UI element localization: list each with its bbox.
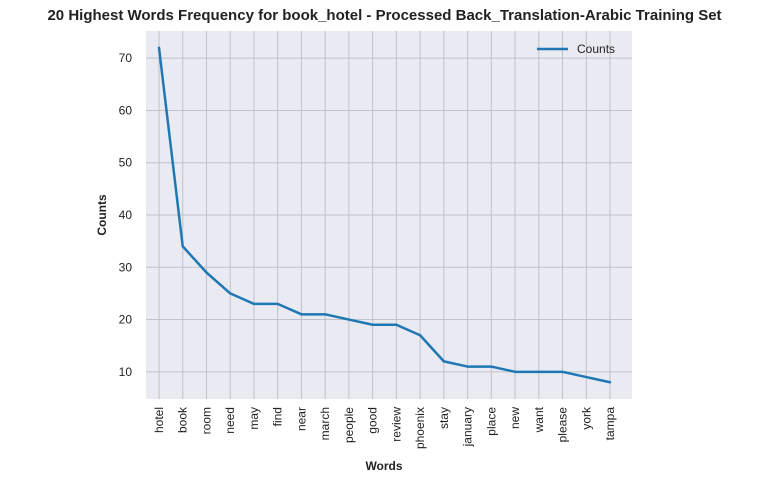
x-tick-label: march [318, 407, 332, 440]
data-point [609, 381, 611, 384]
data-point [395, 323, 398, 326]
x-tick-label: near [294, 407, 308, 431]
x-tick-label: york [579, 406, 593, 430]
y-tick-label: 60 [119, 103, 133, 117]
x-tick-label: need [223, 407, 237, 434]
legend: Counts [537, 42, 615, 56]
data-point [229, 292, 232, 295]
x-tick-label: people [342, 407, 356, 443]
data-point [490, 365, 493, 368]
y-tick-label: 40 [119, 208, 133, 222]
data-point [253, 303, 255, 305]
data-point [443, 360, 445, 363]
data-point [466, 365, 469, 368]
x-tick-label: room [199, 407, 213, 434]
x-tick-label: book [176, 406, 190, 433]
data-point [514, 371, 516, 373]
y-tick-labels: 10 20 30 40 50 60 70 [119, 51, 133, 379]
x-tick-label: new [508, 407, 522, 429]
x-tick-label: want [532, 406, 546, 433]
y-tick-label: 70 [119, 51, 133, 65]
x-tick-label: may [247, 407, 261, 430]
x-tick-label: hotel [152, 407, 166, 433]
chart-title: 20 Highest Words Frequency for book_hote… [47, 7, 722, 24]
y-tick-label: 10 [119, 365, 133, 379]
x-tick-label: place [484, 407, 498, 436]
y-tick-label: 50 [119, 156, 133, 170]
data-point [181, 245, 184, 248]
data-point [205, 271, 208, 274]
data-point [348, 318, 350, 321]
data-point [276, 303, 279, 305]
data-point [300, 313, 303, 316]
x-tick-labels: hotel book room need may find near march people g… [152, 406, 617, 449]
x-tick-label: tampa [603, 407, 617, 441]
data-point [371, 323, 374, 326]
grid-lines [146, 31, 632, 399]
data-point [324, 313, 326, 316]
data-point [585, 376, 588, 378]
x-tick-label: please [556, 407, 570, 443]
data-point [537, 371, 540, 373]
legend-label: Counts [577, 42, 615, 56]
data-point [419, 334, 421, 337]
x-tick-label: review [389, 407, 403, 442]
x-tick-label: stay [437, 407, 451, 429]
y-tick-label: 30 [119, 260, 133, 274]
data-point [561, 371, 564, 373]
y-tick-label: 20 [119, 313, 133, 327]
x-axis-label: Words [365, 459, 402, 473]
x-tick-label: find [271, 407, 285, 426]
x-tick-label: phoenix [413, 407, 427, 449]
series-line [157, 46, 612, 384]
series-layer [157, 46, 612, 384]
x-tick-label: good [366, 407, 380, 434]
x-tick-label: january [461, 407, 475, 447]
y-axis-label: Counts [95, 194, 109, 236]
data-point [158, 46, 160, 49]
